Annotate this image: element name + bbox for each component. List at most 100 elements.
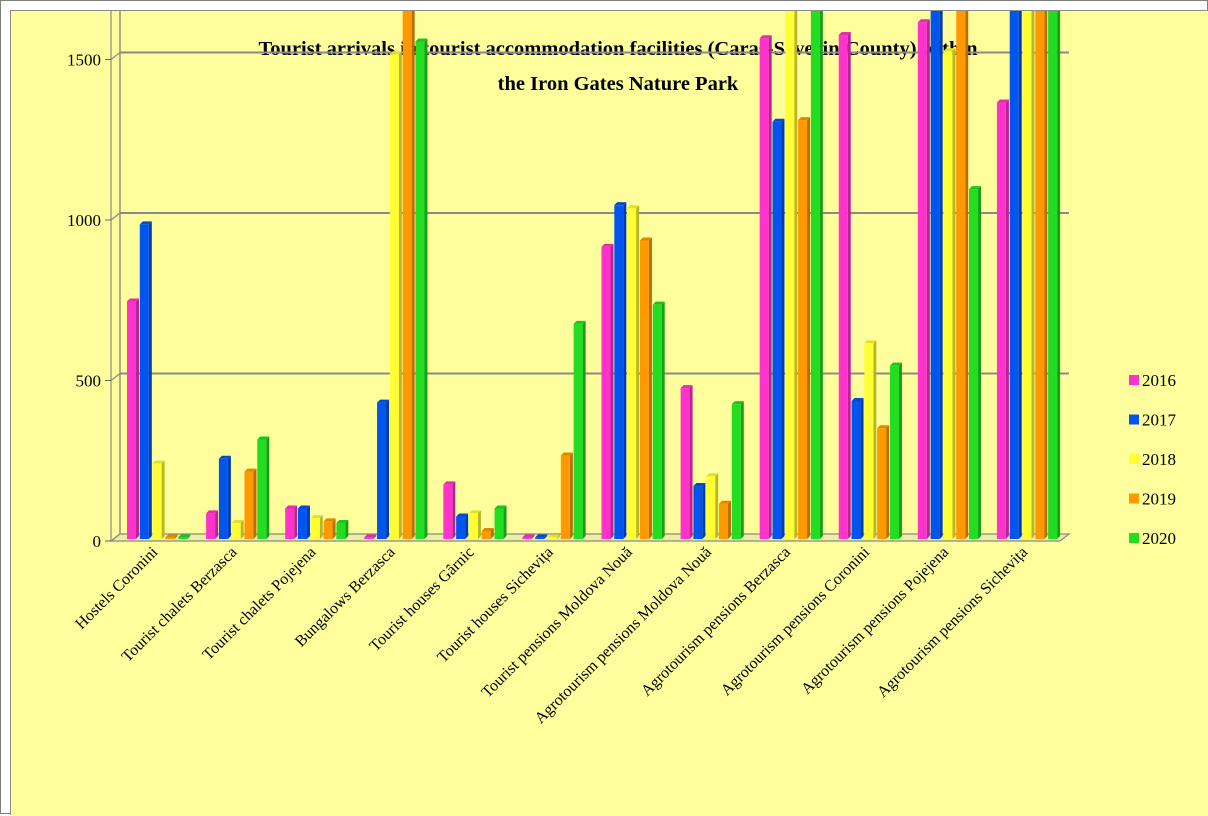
bar-top	[244, 468, 257, 472]
bar-face	[244, 471, 254, 539]
legend-item-2018: 2018	[1129, 450, 1176, 469]
bar-2017-3	[377, 399, 390, 539]
bar-top	[877, 425, 890, 429]
bar-2017-1	[218, 455, 231, 539]
bar-side	[740, 401, 744, 539]
y-tick-label: 500	[76, 372, 102, 391]
bar-top	[456, 513, 469, 517]
bar-side	[240, 519, 244, 539]
bar-side	[1057, 11, 1061, 539]
bar-face	[443, 484, 453, 539]
bar-side	[1018, 11, 1022, 539]
bar-side	[136, 298, 139, 539]
bar-2016-8	[759, 35, 772, 540]
bar-top	[494, 505, 507, 509]
legend-swatch	[1129, 533, 1139, 543]
bar-2016-9	[838, 32, 851, 539]
bar-side	[161, 460, 165, 539]
legend-swatch	[1129, 414, 1139, 425]
bar-2016-11	[996, 99, 1009, 539]
bar-side	[781, 118, 785, 539]
bar-face	[785, 11, 795, 539]
bar-2020-9	[889, 362, 902, 539]
bar-face	[639, 240, 649, 539]
bar-face	[535, 537, 545, 539]
legend-label: 2016	[1142, 371, 1176, 390]
bar-side	[253, 468, 257, 539]
bar-face	[389, 54, 399, 539]
bar-2020-8	[810, 11, 823, 539]
bar-2017-9	[851, 397, 864, 539]
bar-face	[310, 518, 320, 539]
bar-side	[490, 527, 494, 539]
bar-face	[693, 486, 703, 539]
gridline-side	[110, 212, 121, 221]
bar-2020-5	[573, 320, 586, 539]
bar-face	[943, 51, 953, 540]
bar-top	[652, 301, 665, 305]
bar-face	[614, 205, 624, 539]
bar-2016-6	[601, 243, 614, 539]
bar-top	[601, 243, 614, 247]
bar-face	[377, 402, 387, 539]
bar-top	[718, 500, 731, 504]
bar-2016-7	[680, 385, 693, 539]
bar-2018-10	[943, 48, 956, 540]
bar-side	[424, 38, 428, 539]
bar-2017-5	[535, 534, 548, 539]
bar-side	[636, 205, 640, 539]
bar-2018-6	[627, 205, 640, 539]
bar-top	[443, 481, 456, 485]
bar-2019-10	[956, 11, 969, 539]
bar-side	[187, 534, 191, 539]
bar-side	[939, 11, 943, 539]
bar-face	[573, 323, 583, 539]
legend-label: 2019	[1142, 490, 1176, 509]
bar-side	[648, 237, 652, 539]
bar-2019-9	[877, 425, 890, 539]
bar-face	[336, 522, 346, 539]
bar-2020-1	[257, 436, 270, 539]
bar-side	[689, 385, 693, 539]
bar-face	[731, 404, 741, 539]
bar-2017-8	[772, 118, 785, 539]
bar-side	[398, 51, 402, 539]
bar-top	[257, 436, 270, 440]
bar-face	[165, 537, 175, 539]
bar-face	[560, 455, 570, 539]
bar-top	[127, 298, 139, 302]
bar-top	[917, 19, 930, 23]
bar-2018-3	[389, 51, 402, 539]
bar-face	[772, 121, 782, 539]
bar-2019-5	[560, 452, 573, 539]
bar-side	[465, 513, 469, 539]
gridline-side	[110, 373, 121, 381]
bar-top	[680, 385, 693, 389]
bar-top	[165, 534, 178, 538]
legend-swatch	[1129, 454, 1139, 464]
bar-side	[306, 505, 310, 539]
bar-top	[231, 519, 244, 523]
bar-face	[627, 208, 637, 539]
chart-area: Tourist arrivals in tourist accommodatio…	[10, 10, 1208, 815]
bar-2019-8	[798, 117, 811, 539]
bar-top	[336, 519, 349, 523]
bar-face	[996, 102, 1006, 539]
bar-2020-7	[731, 401, 744, 539]
bar-2020-11	[1048, 11, 1061, 539]
bar-top	[415, 38, 428, 42]
bar-face	[917, 22, 927, 539]
bar-top	[573, 320, 586, 324]
bar-2016-3	[364, 534, 377, 539]
bar-face	[1035, 11, 1045, 540]
bar-top	[969, 186, 982, 190]
bar-face	[956, 11, 966, 539]
bar-2018-11	[1022, 11, 1035, 539]
bar-side	[978, 186, 982, 540]
x-tick-label: Agrotourism pensions Moldova Nouă	[532, 544, 715, 727]
bar-2020-4	[494, 505, 507, 539]
legend-item-2020: 2020	[1129, 529, 1176, 548]
bar-2020-6	[652, 301, 665, 539]
bar-face	[759, 38, 769, 540]
